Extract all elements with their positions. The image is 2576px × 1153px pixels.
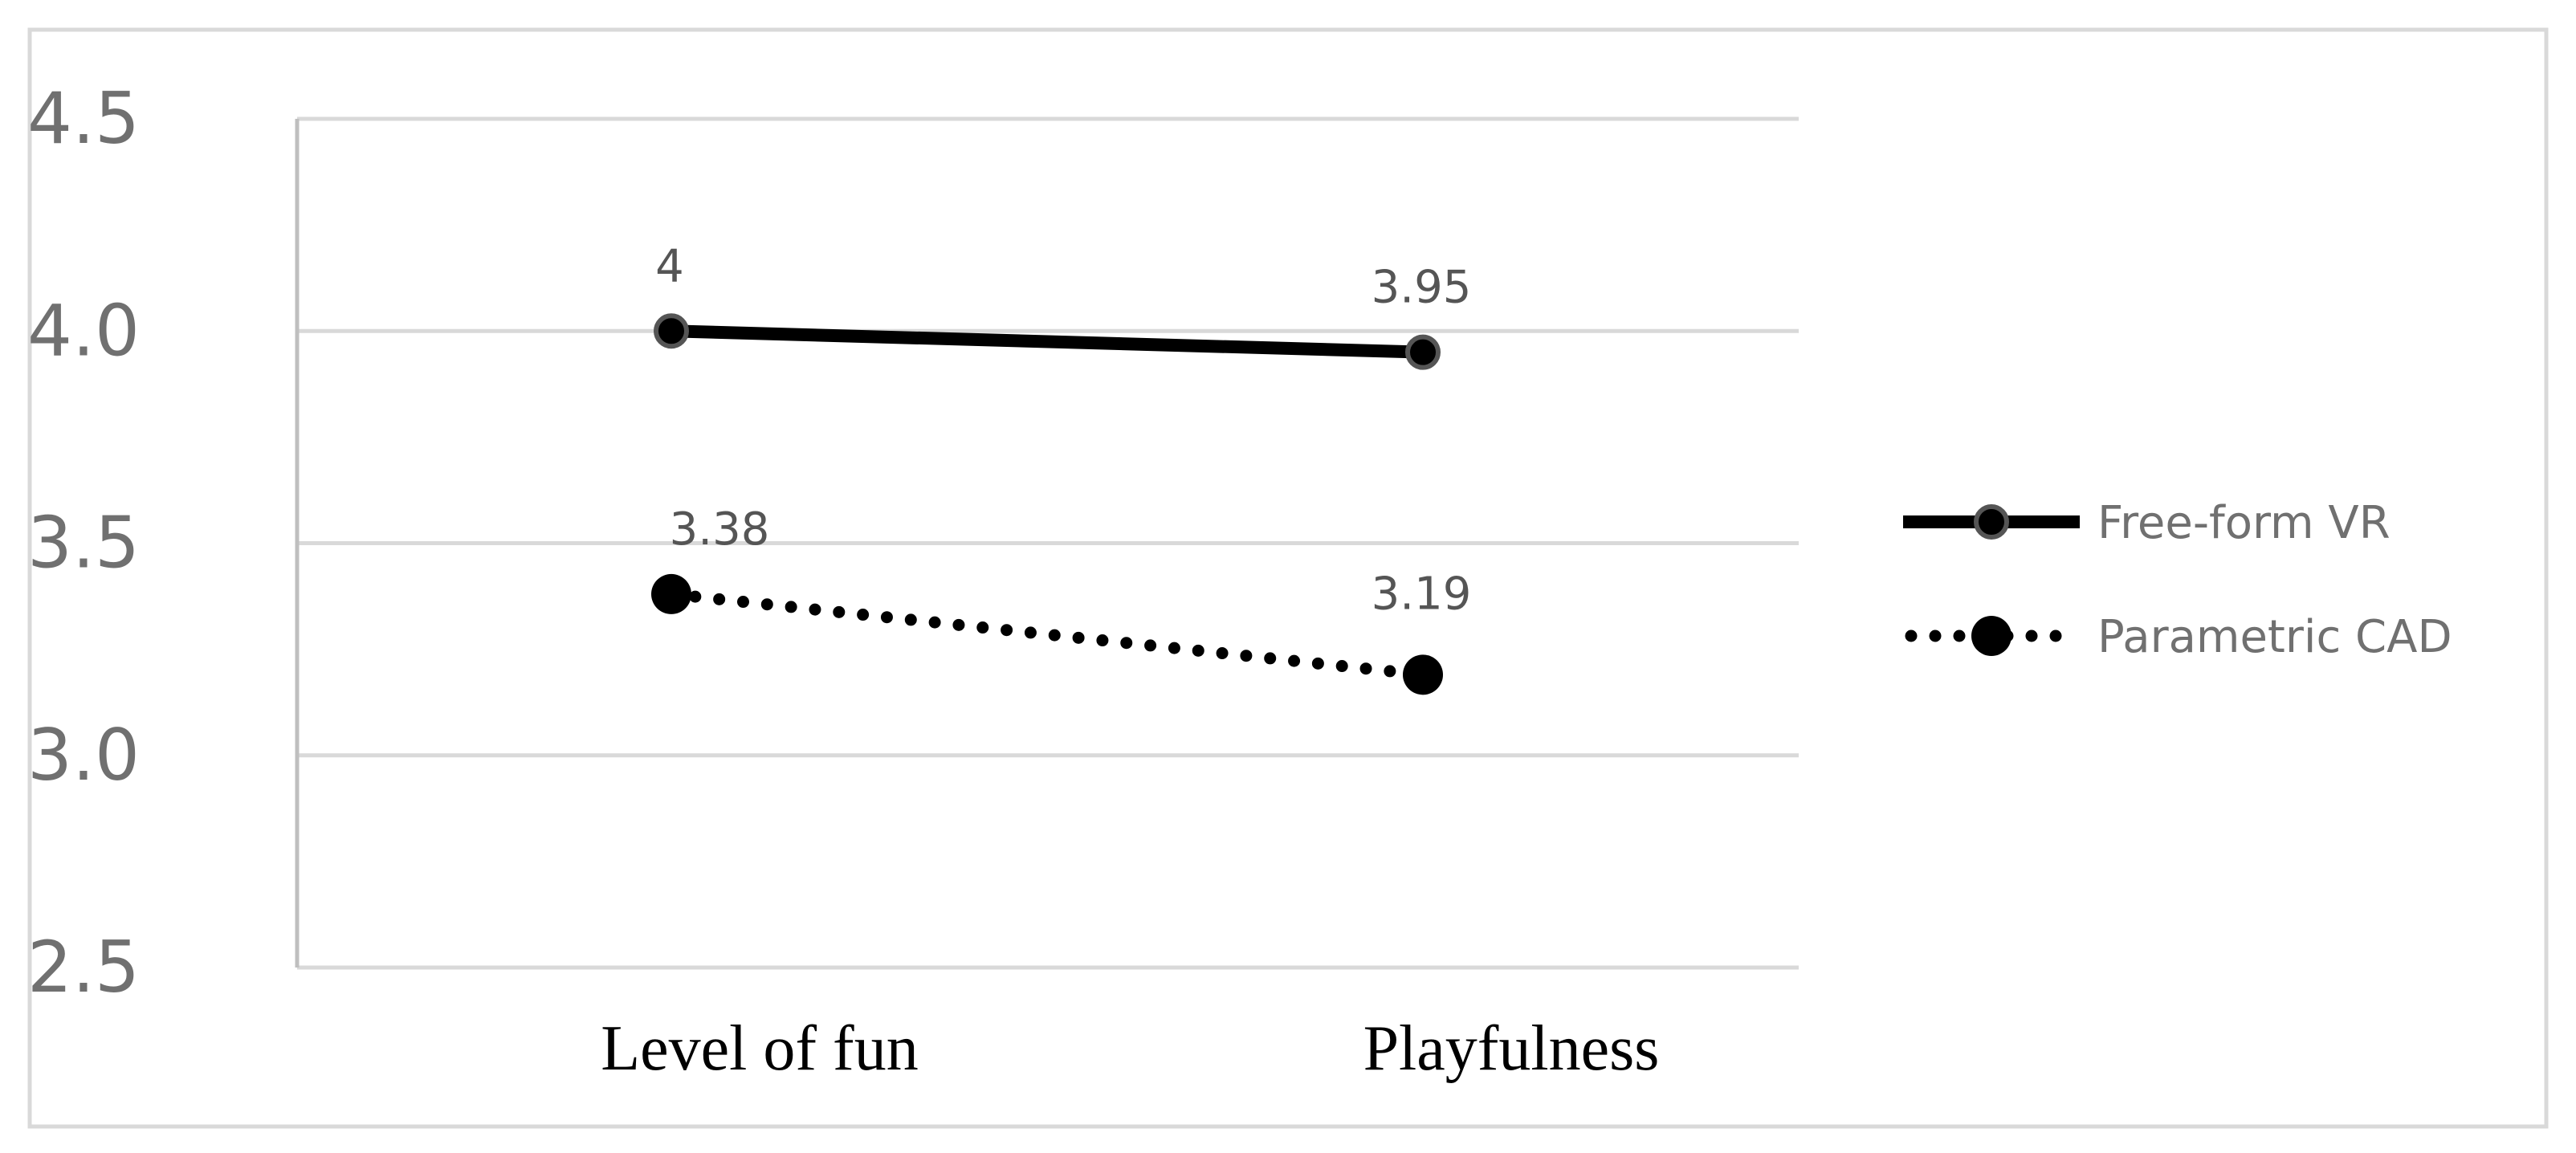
y-tick-label: 3.0 [27,714,140,797]
legend-label: Free-form VR [2097,497,2391,549]
data-label: 3.19 [1372,568,1472,620]
series-point [651,573,691,614]
legend-label: Parametric CAD [2097,611,2452,663]
series-point [1405,334,1441,370]
series-line-0 [670,324,1424,359]
y-tick-label: 3.5 [27,502,140,585]
legend-marker [1974,504,2009,540]
y-tick-label: 4.5 [27,77,140,160]
y-tick-label: 2.5 [27,926,140,1008]
data-label: 3.38 [670,503,770,556]
chart-border [27,27,2549,1129]
series-line-1 [665,588,1429,681]
x-tick-label: Playfulness [1363,1013,1660,1084]
legend-marker [1971,616,2011,656]
x-tick-label: Level of fun [601,1013,918,1084]
gridlines [297,116,1799,970]
series-group: 4 3.95 3.38 3.19 [651,240,1471,695]
legend: Free-form VR Parametric CAD [1903,497,2452,663]
y-tick-label: 4.0 [27,289,140,372]
series-point [654,313,689,349]
x-axis-ticks: Level of fun Playfulness [601,1013,1659,1084]
data-label: 4 [655,240,684,292]
series-point [1403,654,1443,695]
data-label: 3.95 [1372,262,1472,314]
y-axis-ticks: 2.5 3.0 3.5 4.0 4.5 [27,77,140,1008]
